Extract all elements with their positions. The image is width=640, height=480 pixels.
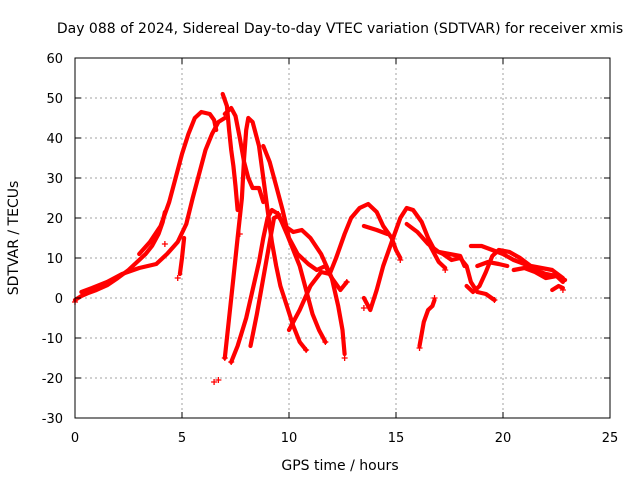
x-tick-label: 5 [178,431,186,446]
data-point [559,287,566,293]
x-tick-label: 0 [71,431,79,446]
x-axis-label: GPS time / hours [281,458,398,474]
data-point [174,275,181,281]
data-point [228,359,235,365]
series-arc-19 [511,265,568,283]
series-arc-16 [426,239,448,271]
x-tick-label: 15 [388,431,405,446]
data-point [341,355,348,361]
series-arc-9 [222,105,266,205]
data-point [303,347,310,353]
data-point [236,231,243,237]
data-point [416,345,423,351]
y-tick-label: 10 [46,252,63,267]
y-tick-label: -10 [42,332,63,347]
data-layer [72,91,568,385]
x-tick-label: 10 [281,431,298,446]
series-arc-14 [361,223,390,237]
data-point [442,267,449,273]
chart-title: Day 088 of 2024, Sidereal Day-to-day VTE… [57,21,623,37]
series-arc-20 [475,259,510,269]
y-tick-label: 40 [46,132,63,147]
data-point [161,241,168,247]
series-arc-8 [220,91,240,213]
y-tick-label: 50 [46,92,63,107]
data-point [343,279,350,285]
x-tick-label: 20 [495,431,512,446]
series-arc-15 [404,221,467,269]
x-tick-labels: 0 5 10 15 20 25 [71,431,618,446]
series-arc-7 [248,213,347,357]
series-arc-10 [261,143,349,293]
data-point [275,211,282,217]
data-point [322,339,329,345]
y-tick-label: 20 [46,212,63,227]
data-point [211,379,218,385]
data-point [221,355,228,361]
series-arc-6 [229,207,328,365]
series-arc-13 [417,297,437,349]
data-point [215,377,222,383]
series-arc-12 [361,205,497,313]
series-arc-1 [72,209,167,303]
series-arc-21 [550,283,566,293]
y-tick-label: -30 [42,412,63,427]
series-arc-4 [177,235,187,277]
y-tick-labels: -30 -20 -10 0 10 20 30 40 50 60 [42,52,63,427]
data-point [360,305,367,311]
series-arc-3 [137,109,219,257]
plot-frame [74,57,611,419]
y-axis-label: SDTVAR / TECUs [6,181,22,296]
y-tick-label: 60 [46,52,63,67]
y-tick-label: -20 [42,372,63,387]
y-tick-label: 30 [46,172,63,187]
data-point [397,257,404,263]
series-arc-2 [79,115,227,295]
y-tick-label: 0 [55,292,63,307]
data-point [431,295,438,301]
x-tick-label: 25 [602,431,619,446]
series-arc-5 [222,115,309,361]
series-arc-17 [464,247,566,295]
data-point [491,297,498,303]
ticks [74,57,611,419]
